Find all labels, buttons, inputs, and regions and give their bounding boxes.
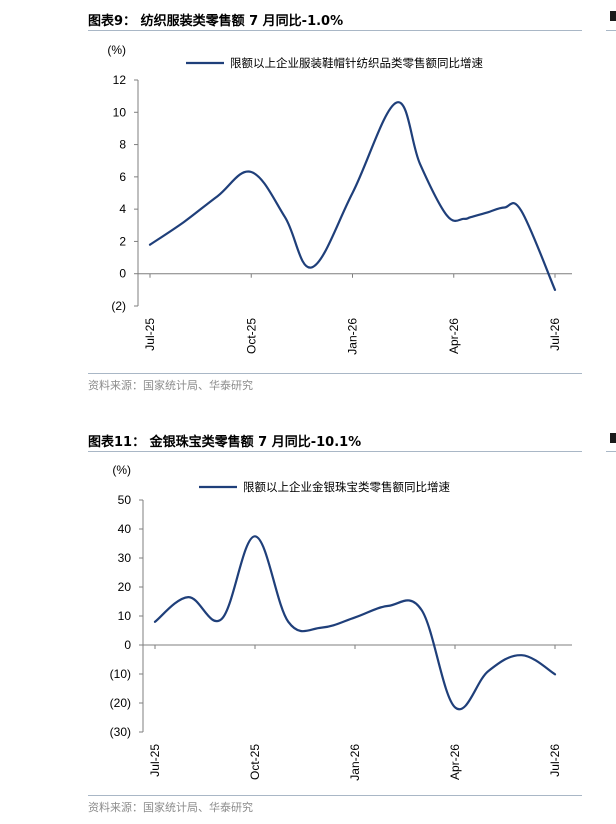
chart-panel-textile: 图表9： 纺织服装类零售额 7 月同比-1.0% (%) (2) 0 2 4 6 8 10 12…	[0, 0, 616, 400]
y-tick-label: 20	[118, 580, 132, 594]
legend-label: 限额以上企业金银珠宝类零售额同比增速	[243, 480, 450, 494]
x-tick-label: Oct-25	[244, 318, 258, 354]
chart-title: 图表11： 金银珠宝类零售额 7 月同比-10.1%	[88, 435, 362, 450]
x-tick-label: Jul-26	[548, 744, 562, 777]
y-tick-label: 12	[113, 73, 127, 87]
title-rule	[88, 451, 582, 452]
y-tick-label: 4	[119, 202, 126, 216]
y-tick-label: (2)	[111, 299, 126, 313]
x-tick-label: Jan-26	[348, 744, 362, 781]
y-unit-label: (%)	[112, 463, 131, 477]
series-line	[148, 101, 557, 291]
edge-fragment	[606, 30, 616, 31]
x-tick-label: Jul-26	[548, 318, 562, 351]
y-tick-label: 0	[119, 267, 126, 281]
x-tick-label: Jul-25	[148, 744, 162, 777]
y-tick-label: 40	[118, 522, 132, 536]
edge-fragment	[606, 451, 616, 452]
series-line	[153, 535, 557, 711]
x-tick-label: Apr-26	[447, 318, 461, 354]
y-tick-label: 2	[119, 234, 126, 248]
y-tick-label: 0	[124, 638, 131, 652]
y-tick-label: 30	[118, 551, 132, 565]
y-tick-label: 50	[118, 493, 132, 507]
y-unit-label: (%)	[107, 43, 126, 57]
y-tick-label: 8	[119, 138, 126, 152]
edge-fragment	[610, 11, 616, 21]
y-tick-label: (30)	[110, 725, 131, 739]
edge-fragment	[610, 433, 616, 443]
source-rule	[88, 373, 582, 374]
line-chart-textile: (%) (2) 0 2 4 6 8 10 12 Jul-25 Oct-25 Jan-26 Apr-26 J…	[107, 43, 572, 355]
y-tick-label: (10)	[110, 667, 131, 681]
chart-source: 资料来源：国家统计局、华泰研究	[88, 801, 253, 814]
legend-label: 限额以上企业服装鞋帽针纺织品类零售额同比增速	[230, 56, 483, 70]
y-tick-label: (20)	[110, 696, 131, 710]
source-rule	[88, 795, 582, 796]
chart-source: 资料来源：国家统计局、华泰研究	[88, 379, 253, 392]
title-rule	[88, 30, 582, 31]
line-chart-jewelry: (%) (30) (20) (10) 0 10 20 30 40 50 Jul-25 Oct-25 Ja…	[110, 463, 572, 781]
y-tick-label: 10	[118, 609, 132, 623]
x-tick-label: Oct-25	[248, 744, 262, 780]
x-tick-label: Apr-26	[448, 744, 462, 780]
x-tick-label: Jan-26	[346, 318, 360, 355]
y-tick-label: 6	[119, 170, 126, 184]
chart-title: 图表9： 纺织服装类零售额 7 月同比-1.0%	[88, 14, 344, 29]
x-tick-label: Jul-25	[143, 318, 157, 351]
y-tick-label: 10	[113, 105, 127, 119]
